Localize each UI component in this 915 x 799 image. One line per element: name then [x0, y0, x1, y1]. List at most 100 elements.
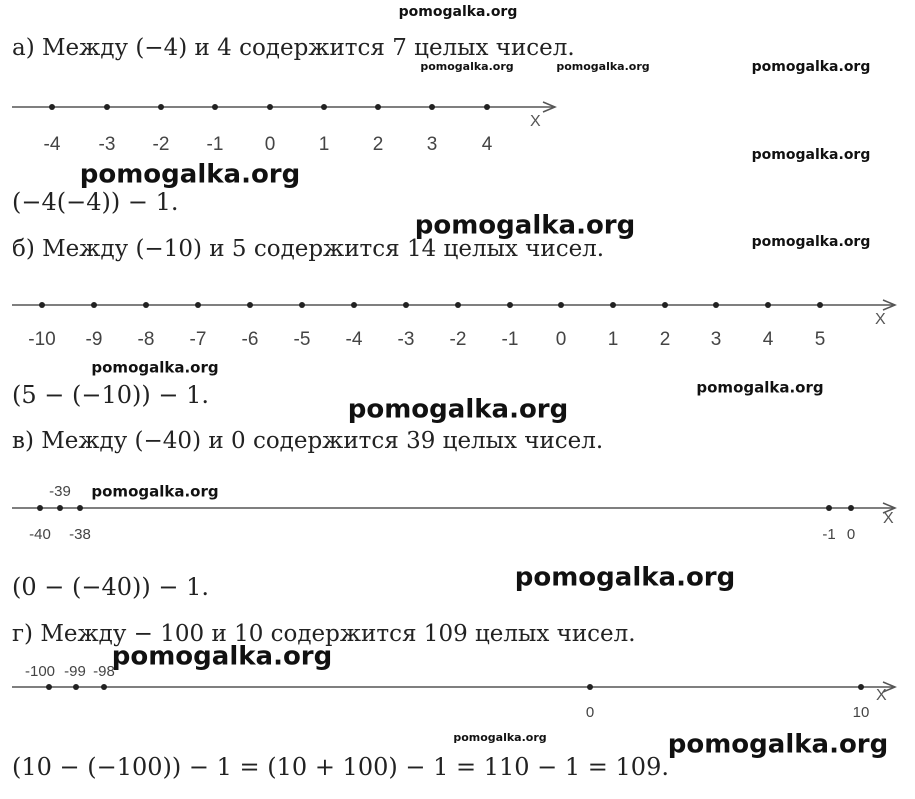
point-label: -39: [49, 483, 71, 500]
heading: в) Между (−40) и 0 содержится 39 целых ч…: [12, 428, 603, 454]
watermark: pomogalka.org: [752, 234, 871, 250]
point: [484, 104, 490, 110]
point: [77, 505, 83, 511]
point-label: 3: [427, 134, 438, 155]
point-label: -100: [25, 663, 55, 680]
heading: г) Между − 100 и 10 содержится 109 целых…: [12, 621, 636, 647]
point-label: 3: [711, 329, 722, 350]
point: [37, 505, 43, 511]
point-label: -3: [99, 134, 116, 155]
watermark: pomogalka.org: [668, 730, 889, 760]
point-label: -2: [450, 329, 467, 350]
point: [429, 104, 435, 110]
point: [455, 302, 461, 308]
point-label: -4: [44, 134, 61, 155]
point-label: -2: [153, 134, 170, 155]
point: [299, 302, 305, 308]
point-label: -40: [29, 526, 51, 543]
point: [143, 302, 149, 308]
watermark: pomogalka.org: [348, 395, 569, 425]
axis-label: X: [875, 311, 886, 328]
point: [507, 302, 513, 308]
watermark: pomogalka.org: [453, 731, 546, 744]
point: [247, 302, 253, 308]
point-label: 0: [586, 704, 594, 721]
watermark: pomogalka.org: [112, 642, 333, 672]
point: [826, 505, 832, 511]
point: [817, 302, 823, 308]
point: [351, 302, 357, 308]
point-label: -5: [294, 329, 311, 350]
point-label: 4: [763, 329, 774, 350]
point: [267, 104, 273, 110]
axis-label: X: [530, 113, 541, 130]
point-label: -38: [69, 526, 91, 543]
point-label: -8: [138, 329, 155, 350]
watermark: pomogalka.org: [752, 59, 871, 75]
point-label: 5: [815, 329, 826, 350]
point-label: -4: [346, 329, 363, 350]
point: [375, 104, 381, 110]
point: [91, 302, 97, 308]
point-label: 2: [373, 134, 384, 155]
point: [403, 302, 409, 308]
point-label: 1: [608, 329, 619, 350]
point: [212, 104, 218, 110]
watermark: pomogalka.org: [415, 211, 636, 241]
point-label: -3: [398, 329, 415, 350]
arrow-head: [542, 101, 557, 113]
arrow-head: [882, 502, 897, 514]
point: [46, 684, 52, 690]
point: [848, 505, 854, 511]
point: [713, 302, 719, 308]
formula: (0 − (−40)) − 1.: [12, 573, 209, 601]
point: [195, 302, 201, 308]
point-label: 2: [660, 329, 671, 350]
point: [39, 302, 45, 308]
watermark: pomogalka.org: [80, 160, 301, 190]
point-label: -9: [86, 329, 103, 350]
point: [587, 684, 593, 690]
point-label: 0: [847, 526, 855, 543]
point: [858, 684, 864, 690]
watermark: pomogalka.org: [752, 147, 871, 163]
point-label: 1: [319, 134, 330, 155]
point: [101, 684, 107, 690]
watermark: pomogalka.org: [696, 379, 823, 397]
point: [49, 104, 55, 110]
point: [104, 104, 110, 110]
heading: а) Между (−4) и 4 содержится 7 целых чис…: [12, 35, 575, 61]
point-label: -7: [190, 329, 207, 350]
watermark: pomogalka.org: [91, 359, 218, 377]
watermark: pomogalka.org: [556, 60, 649, 73]
formula: (5 − (−10)) − 1.: [12, 381, 209, 409]
arrow-head: [882, 299, 897, 311]
point: [73, 684, 79, 690]
point-label: 10: [853, 704, 870, 721]
formula: (10 − (−100)) − 1 = (10 + 100) − 1 = 110…: [12, 753, 669, 781]
point-label: 0: [265, 134, 276, 155]
point-label: -1: [502, 329, 519, 350]
point: [662, 302, 668, 308]
point-label: -98: [93, 663, 115, 680]
point: [57, 505, 63, 511]
watermark: pomogalka.org: [515, 563, 736, 593]
point-label: 4: [482, 134, 493, 155]
point: [610, 302, 616, 308]
point: [158, 104, 164, 110]
point: [321, 104, 327, 110]
point-label: -1: [207, 134, 224, 155]
point-label: -10: [28, 329, 55, 350]
watermark: pomogalka.org: [399, 4, 518, 20]
heading: б) Между (−10) и 5 содержится 14 целых ч…: [12, 236, 604, 262]
axis-label: X: [883, 510, 894, 527]
point: [558, 302, 564, 308]
point-label: -99: [64, 663, 86, 680]
formula: (−4(−4)) − 1.: [12, 188, 178, 216]
point-label: -6: [242, 329, 259, 350]
arrow-head: [882, 681, 897, 693]
watermark: pomogalka.org: [91, 483, 218, 501]
watermark: pomogalka.org: [420, 60, 513, 73]
axis-label: X: [876, 687, 887, 704]
